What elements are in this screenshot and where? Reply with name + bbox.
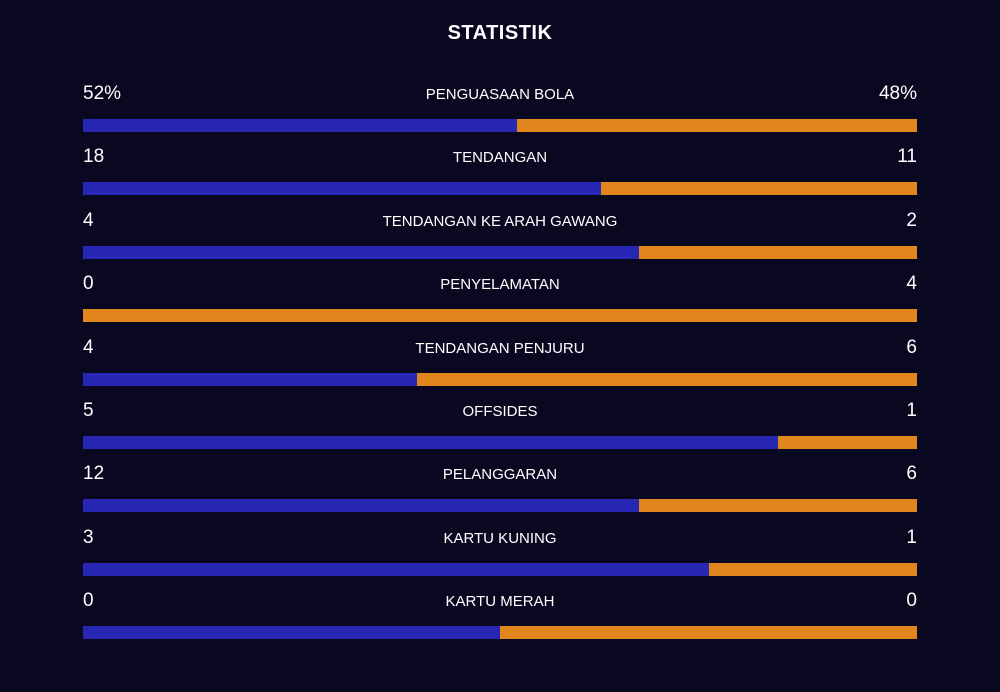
stat-values: PELANGGARAN 12 6: [83, 460, 917, 488]
stat-values: TENDANGAN PENJURU 4 6: [83, 334, 917, 362]
stat-label: KARTU MERAH: [445, 593, 555, 611]
comparison-bar: [83, 435, 917, 449]
home-value: 52%: [83, 83, 122, 104]
home-value: 4: [83, 336, 94, 358]
stat-label: PENGUASAAN BOLA: [425, 86, 575, 103]
comparison-bar: [83, 372, 917, 386]
stats-list: PENGUASAAN BOLA 52% 48% TENDANGAN 18 11 TENDAN…: [83, 80, 917, 651]
page-title: STATISTIK: [447, 22, 553, 44]
away-bar-fill: [600, 182, 917, 196]
stat-label: TENDANGAN PENJURU: [415, 339, 585, 357]
stat-label: PENYELAMATAN: [440, 276, 560, 294]
away-value: 11: [897, 146, 917, 168]
home-bar-fill: [83, 245, 639, 259]
comparison-bar: [83, 245, 917, 259]
stat-row: TENDANGAN 18 11: [83, 143, 917, 206]
comparison-bar: [83, 309, 917, 323]
stat-row: KARTU MERAH 0 0: [83, 587, 917, 650]
comparison-bar: [83, 119, 917, 132]
away-value: 4: [906, 273, 917, 295]
stat-values: OFFSIDES 5 1: [83, 397, 917, 425]
stat-values: KARTU KUNING 3 1: [83, 524, 917, 552]
away-value: 6: [906, 463, 917, 485]
home-bar-fill: [83, 435, 778, 449]
away-value: 48%: [878, 83, 917, 104]
home-bar-fill: [83, 562, 709, 576]
home-value: 5: [83, 399, 94, 421]
home-bar-fill: [83, 119, 517, 132]
stat-row: OFFSIDES 5 1: [83, 397, 917, 460]
home-bar-fill: [83, 626, 500, 640]
stat-label: KARTU KUNING: [443, 529, 557, 547]
home-bar-fill: [83, 182, 601, 196]
comparison-bar: [83, 499, 917, 513]
stat-values: TENDANGAN 18 11: [83, 143, 917, 171]
stat-row: TENDANGAN KE ARAH GAWANG 4 2: [83, 207, 917, 270]
stat-values: PENYELAMATAN 0 4: [83, 270, 917, 298]
stat-row: PENGUASAAN BOLA 52% 48%: [83, 80, 917, 143]
stat-values: KARTU MERAH 0 0: [83, 587, 917, 615]
stat-row: PELANGGARAN 12 6: [83, 460, 917, 523]
home-bar-fill: [83, 499, 639, 513]
stat-row: KARTU KUNING 3 1: [83, 524, 917, 587]
away-bar-fill: [638, 245, 917, 259]
home-value: 4: [83, 209, 94, 231]
stat-label: PELANGGARAN: [442, 466, 558, 484]
away-value: 2: [906, 209, 917, 231]
stat-label: TENDANGAN: [452, 149, 548, 167]
away-value: 0: [906, 590, 917, 612]
away-bar-fill: [416, 372, 917, 386]
comparison-bar: [83, 562, 917, 576]
stat-values: TENDANGAN KE ARAH GAWANG 4 2: [83, 207, 917, 235]
away-value: 1: [906, 526, 917, 548]
stat-values: PENGUASAAN BOLA 52% 48%: [83, 80, 917, 108]
stat-row: PENYELAMATAN 0 4: [83, 270, 917, 333]
home-value: 0: [83, 273, 94, 295]
away-bar-fill: [500, 626, 917, 640]
home-value: 18: [83, 146, 105, 168]
comparison-bar: [83, 182, 917, 196]
stat-label: OFFSIDES: [462, 402, 538, 420]
away-bar-fill: [778, 435, 917, 449]
away-bar-fill: [83, 309, 917, 323]
stat-row: TENDANGAN PENJURU 4 6: [83, 334, 917, 397]
home-value: 0: [83, 590, 94, 612]
home-bar-fill: [83, 372, 417, 386]
home-value: 3: [83, 526, 94, 548]
stat-label: TENDANGAN KE ARAH GAWANG: [382, 212, 618, 230]
comparison-bar: [83, 626, 917, 640]
home-value: 12: [83, 463, 105, 485]
away-value: 1: [906, 399, 917, 421]
away-bar-fill: [638, 499, 917, 513]
away-bar-fill: [708, 562, 917, 576]
away-bar-fill: [516, 119, 917, 132]
away-value: 6: [906, 336, 917, 358]
